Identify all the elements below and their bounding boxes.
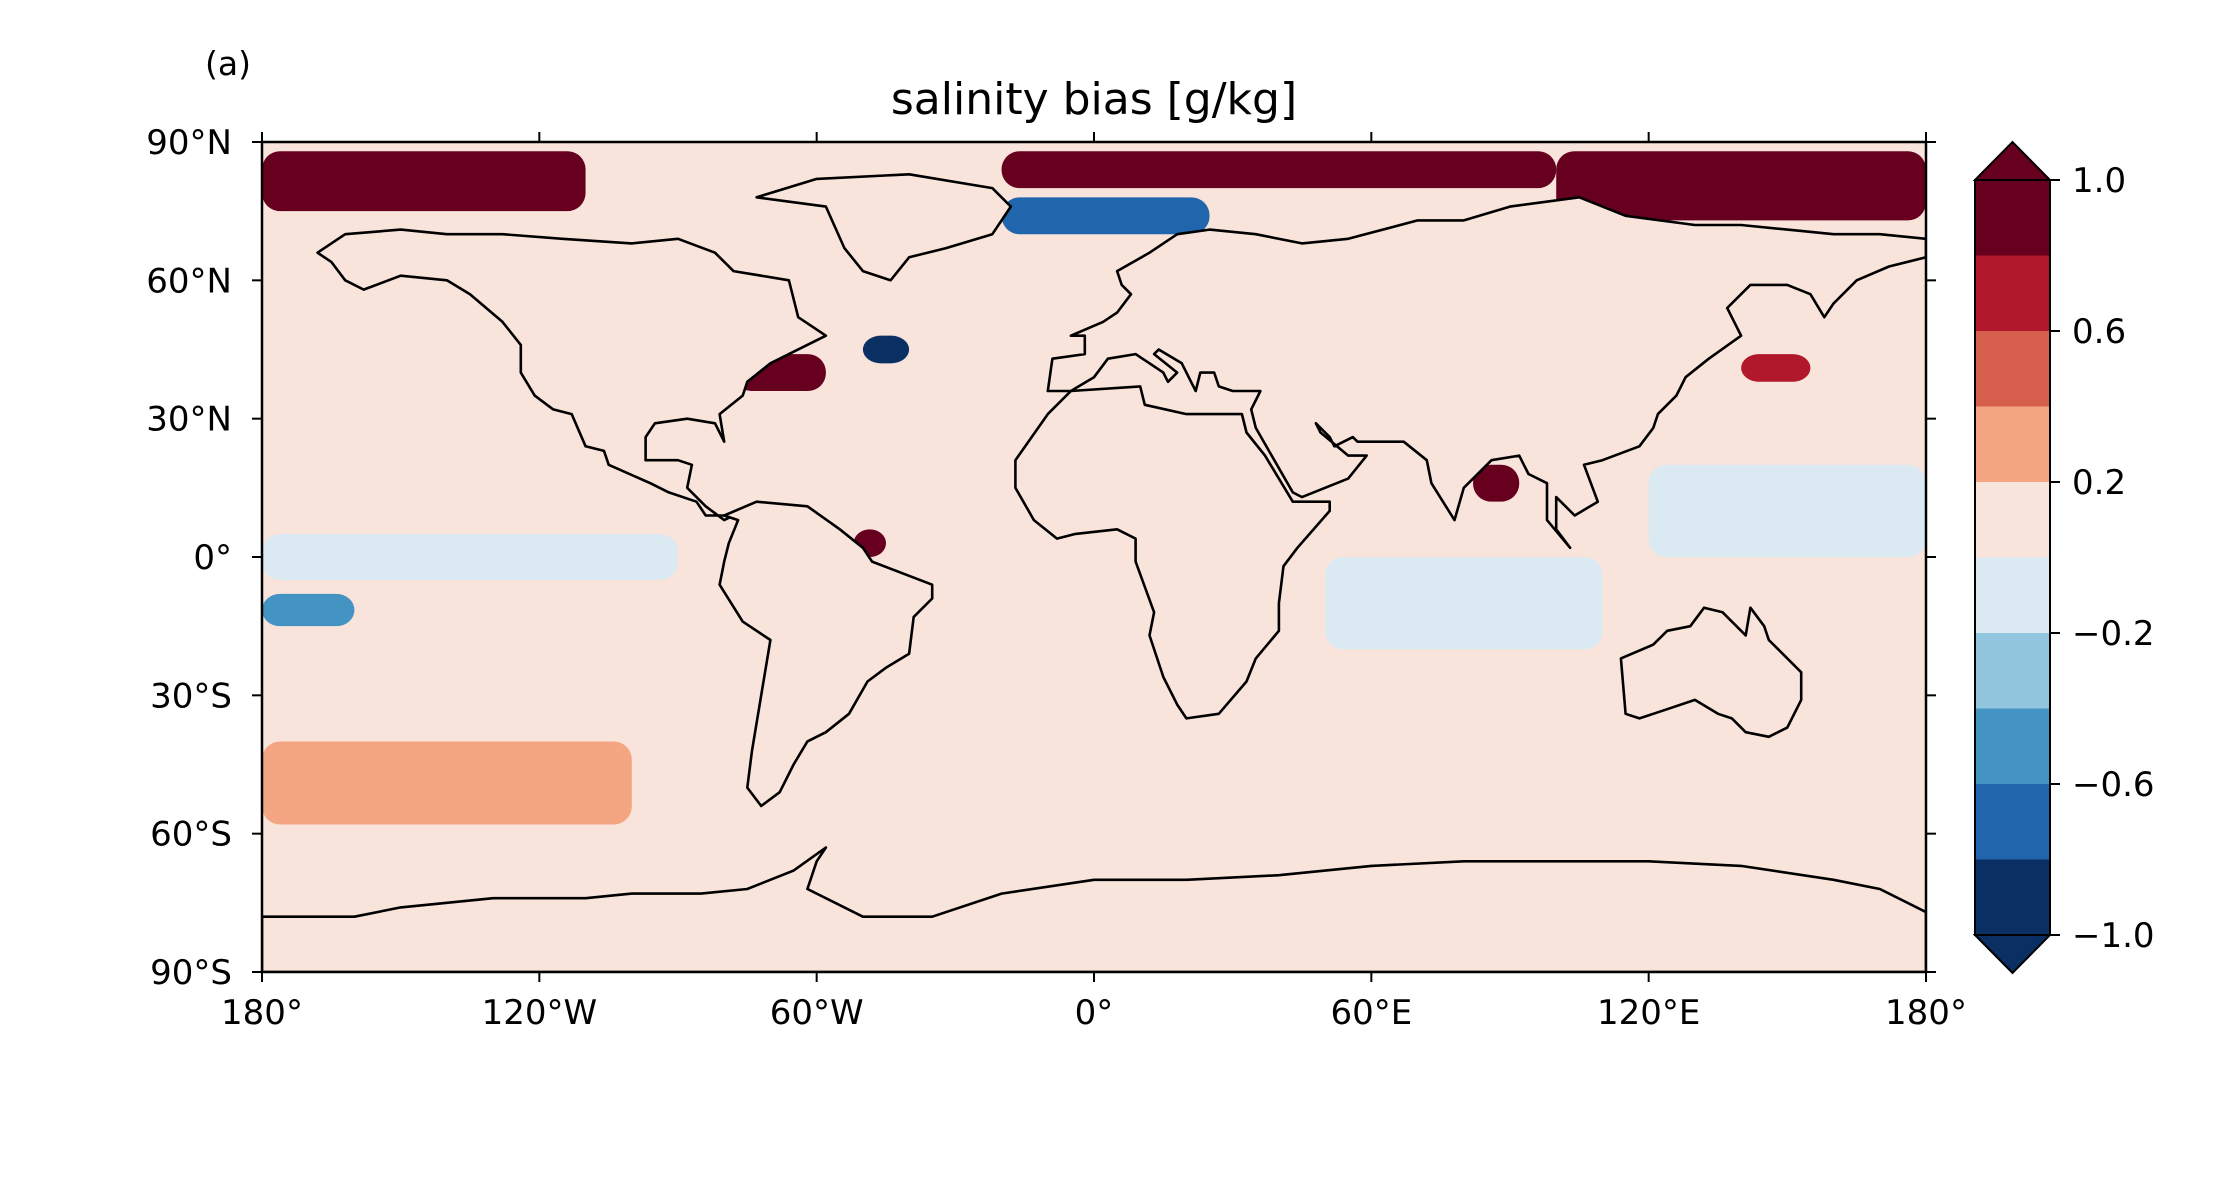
colorbar-extend-max [1972,140,2053,181]
bias-region-kuroshio [1741,354,1811,382]
y-tick-label: 90°N [146,123,232,163]
bias-region-western-pacific-fresh [1648,464,1926,557]
longitude-axis: 180° 120°W 60°W 0° 60°E 120°E 180° [221,132,1967,1033]
salinity-bias-field [262,151,1926,825]
y-tick-label: 60°S [150,815,232,855]
landmass-australia [1619,606,1803,739]
colorbar-tick-label: 0.2 [2072,463,2126,503]
bias-region-arctic-east [1556,151,1926,221]
landmass-greenland [755,173,1013,282]
y-tick-label: 90°S [150,953,232,993]
landmass-north-america [316,228,828,522]
panel-label: (a) [205,44,251,83]
colorbar-tick-label: −1.0 [2072,916,2155,956]
colorbar-segment [1975,633,2050,709]
landmass-antarctica [262,846,1926,972]
colorbar: 1.0 0.6 0.2 −0.2 −0.6 −1.0 [1972,140,2155,975]
colorbar-tick-label: −0.2 [2072,614,2155,654]
bias-region-equatorial-pacific [262,533,678,581]
bias-region-arctic-west [262,151,586,212]
map-title: salinity bias [g/kg] [891,74,1297,125]
colorbar-segment [1975,557,2050,633]
colorbar-segment [1975,708,2050,784]
landmass-eurasia [1046,196,1926,550]
bias-region-south-pacific-salty [262,741,632,825]
bias-region-north-atlantic-cold-spot [862,335,910,364]
bias-region-greenland-norwegian-sea [1001,197,1210,235]
colorbar-extend-min [1972,934,2053,975]
colorbar-tick-label: 0.6 [2072,312,2126,352]
latitude-axis: 90°N 60°N 30°N 0° 30°S 60°S 90°S [146,123,1936,993]
y-tick-label: 60°N [146,261,232,301]
bias-region-bay-of-bengal [1473,464,1520,502]
y-tick-label: 30°S [150,676,232,716]
x-tick-label: 0° [1075,993,1114,1033]
bias-region-east-pacific-fresh [262,593,355,627]
x-tick-label: 180° [1885,993,1967,1033]
x-tick-label: 60°W [770,993,864,1033]
landmass-south-america [718,500,934,808]
colorbar-segment [1975,331,2050,407]
x-tick-label: 120°W [482,993,598,1033]
bias-region-arctic-center [1001,151,1557,189]
colorbar-segment [1975,255,2050,331]
colorbar-tick-label: 1.0 [2072,161,2126,201]
colorbar-segment [1975,180,2050,256]
land-masses [262,173,1926,972]
map-panel [262,142,1926,972]
landmass-africa [1014,385,1331,720]
colorbar-segment [1975,482,2050,558]
colorbar-tick-label: −0.6 [2072,765,2155,805]
colorbar-segment [1975,784,2050,860]
y-tick-label: 0° [193,538,232,578]
y-tick-label: 30°N [146,400,232,440]
colorbar-segment [1975,406,2050,482]
bias-region-indian-ocean-fresh [1325,557,1603,650]
x-tick-label: 60°E [1330,993,1412,1033]
colorbar-frame [1974,179,2051,936]
x-tick-label: 120°E [1597,993,1700,1033]
x-tick-label: 180° [221,993,303,1033]
colorbar-segment [1975,859,2050,935]
